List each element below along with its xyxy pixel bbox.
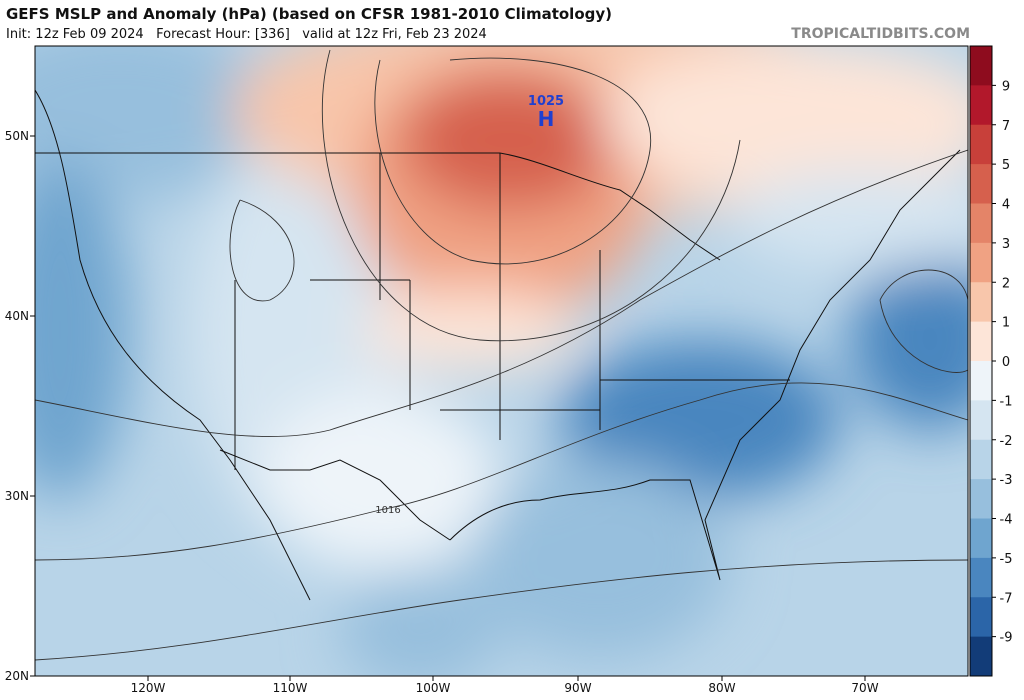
subtitle: Init: 12z Feb 09 2024 Forecast Hour: [33… [6,27,487,42]
colorbar-label: 9 [1002,79,1010,94]
colorbar-segment [970,400,992,441]
map-frame [34,45,969,677]
isobar-label: 1016 [375,505,400,516]
colorbar-label: -4 [1000,513,1013,528]
map: 1016 1025 H [35,46,968,676]
isobars [35,49,968,661]
lon-label: 90W [564,681,591,695]
colorbar-label: 4 [1002,198,1010,213]
lon-label: 100W [416,681,451,695]
colorbar-label: 5 [1002,158,1010,173]
colorbar-segment [970,46,992,86]
anomaly-field [35,46,968,676]
colorbar-segment [970,321,992,362]
colorbar-segment [970,242,992,283]
colorbar-segment [970,124,992,165]
colorbar-label: 2 [1002,276,1010,291]
colorbar-segment [970,164,992,204]
colorbar-segment [970,203,992,244]
lon-label: 120W [131,681,166,695]
colorbar-label: -2 [1000,434,1013,449]
colorbar-segment [970,479,992,519]
lon-label: 70W [851,681,878,695]
colorbar-segment [970,557,992,598]
colorbar-label: -9 [1000,631,1013,646]
colorbar-label: 0 [1002,355,1010,370]
high-pressure-symbol: H [538,107,555,131]
colorbar-segment [970,282,992,323]
high-pressure-value: 1025 [528,94,564,109]
colorbar-segment [970,636,992,677]
colorbar: 9 7 5 4 3 2 1 0 -1 -2 -3 -4 -5 -7 -9 [969,45,1013,677]
colorbar-segment [970,597,992,638]
source: TROPICALTIDBITS.COM [791,26,970,42]
colorbar-label: 7 [1002,119,1010,134]
colorbar-label: 1 [1002,316,1010,331]
lat-label: 50N [5,129,29,143]
axes: 50N 40N 30N 20N 120W 110W 100W 90W 80W 70W [5,129,879,695]
colorbar-label: -1 [1000,394,1013,409]
colorbar-label: -5 [1000,552,1013,567]
colorbar-segment [970,439,992,480]
lat-label: 40N [5,309,29,323]
colorbar-segment [970,361,992,401]
colorbar-label: -3 [1000,473,1013,488]
colorbar-label: -7 [1000,591,1013,606]
lon-label: 110W [273,681,308,695]
lon-label: 80W [708,681,735,695]
colorbar-label: 3 [1002,237,1010,252]
colorbar-segment [970,518,992,559]
lat-label: 30N [5,489,29,503]
title: GEFS MSLP and Anomaly (hPa) (based on CF… [6,5,612,23]
colorbar-segment [970,85,992,126]
borders [35,89,961,601]
lat-label: 20N [5,669,29,683]
